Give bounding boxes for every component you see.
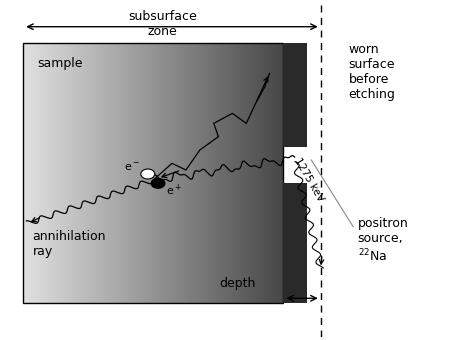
Bar (283, 183, 307, 303)
Text: e$^+$: e$^+$ (166, 182, 182, 198)
Text: depth: depth (219, 277, 255, 290)
Text: subsurface
zone: subsurface zone (128, 10, 197, 38)
Text: sample: sample (37, 57, 83, 70)
Text: positron
source,
$^{22}$Na: positron source, $^{22}$Na (358, 217, 409, 264)
Circle shape (141, 169, 155, 179)
Text: e$^-$: e$^-$ (124, 162, 140, 173)
Bar (283, 44, 307, 147)
Text: annihilation
ray: annihilation ray (33, 230, 106, 258)
Circle shape (151, 178, 165, 188)
Text: worn
surface
before
etching: worn surface before etching (348, 44, 395, 101)
Text: 1275 keV: 1275 keV (292, 156, 326, 204)
Bar (23, 44, 283, 303)
